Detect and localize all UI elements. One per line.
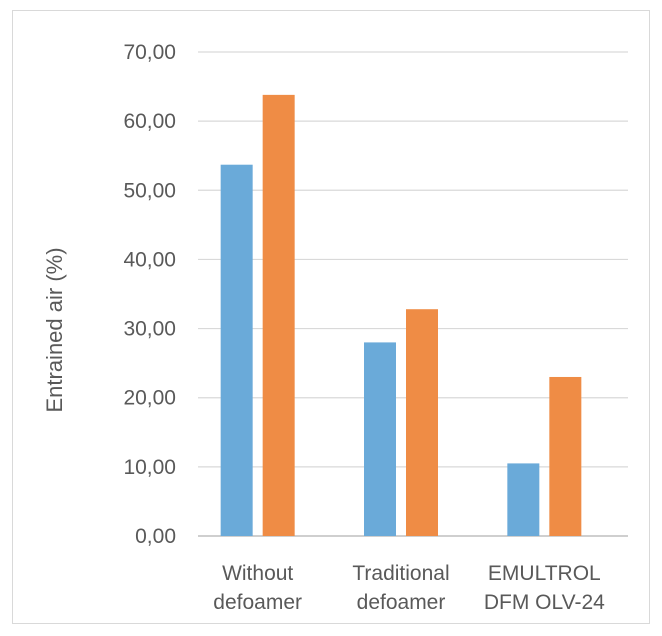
x-category-labels: Without defoamer Traditional defoamer EMULTR… bbox=[213, 562, 605, 614]
x-category-label: EMULTROL DFM OLV-24 bbox=[484, 562, 605, 614]
y-tick-label: 60,00 bbox=[123, 110, 176, 133]
y-tick-labels: 0,00 10,00 20,00 30,00 40,00 50,00 60,00 70,00 bbox=[123, 41, 176, 548]
bar-series2-1 bbox=[406, 309, 438, 536]
y-tick-label: 10,00 bbox=[123, 456, 176, 479]
y-tick-label: 40,00 bbox=[123, 248, 176, 271]
y-tick-label: 50,00 bbox=[123, 179, 176, 202]
y-axis-title: Entrained air (%) bbox=[42, 247, 67, 412]
bars bbox=[220, 94, 582, 537]
y-tick-label: 70,00 bbox=[123, 41, 176, 64]
y-tick-label: 30,00 bbox=[123, 318, 176, 341]
x-category-label: Without defoamer bbox=[213, 562, 302, 614]
x-category-label: Traditional defoamer bbox=[352, 562, 449, 614]
chart-frame bbox=[12, 10, 650, 624]
y-tick-label: 0,00 bbox=[135, 525, 176, 548]
y-tick-label: 20,00 bbox=[123, 387, 176, 410]
bar-series1-2 bbox=[507, 463, 540, 536]
bar-series1-1 bbox=[364, 342, 396, 536]
bar-series2-2 bbox=[549, 376, 582, 536]
bar-series2-0 bbox=[262, 94, 295, 537]
bar-series1-0 bbox=[220, 164, 253, 536]
